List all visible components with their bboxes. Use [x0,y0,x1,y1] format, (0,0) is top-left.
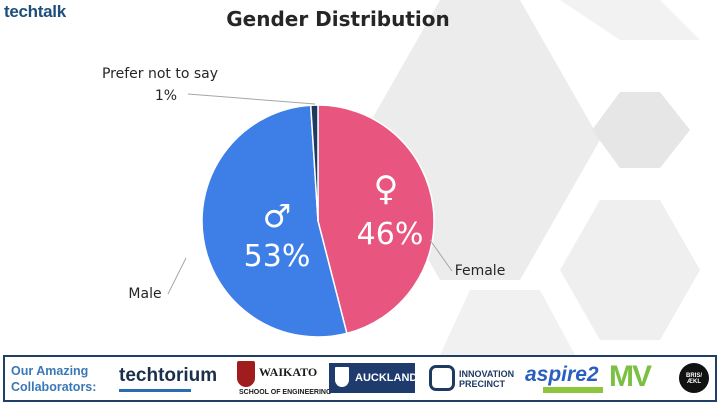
brisk-logo-text: BRIS/ÆKL [685,373,702,385]
brisk-logo-icon: BRIS/ÆKL [679,363,709,393]
sponsor-auckland: AUCKLAND [329,361,418,397]
newmarket-logo-text: INNOVATION PRECINCT [459,369,515,389]
sponsor-techtorium: techtorium [119,361,233,397]
female-symbol-icon: ♀ [374,169,399,209]
pie-slice-female [317,104,435,335]
collaborators-banner: Our Amazing Collaborators: techtorium WA… [3,355,717,402]
techtalk-logo: techtalk [4,2,66,21]
female-leader-line [429,239,453,272]
collaborators-label: Our Amazing Collaborators: [11,364,97,394]
auckland-logo-text: AUCKLAND [355,372,418,384]
prefer-not-value-label: 1% [155,88,177,104]
sponsor-brisk: BRIS/ÆKL [679,361,711,397]
pie-slice-male [201,104,348,338]
sponsor-aspire2: aspire2 [525,361,605,397]
male-leader-line [167,257,187,295]
newmarket-logo-icon [429,365,455,391]
female-value-label: 46% [357,217,424,252]
sponsor-mv: MV [609,361,669,397]
male-value-label: 53% [244,239,311,274]
prefer-not-category-label: Prefer not to say [102,66,218,82]
aspire2-logo: aspire2 [525,363,599,386]
hexagon-small-right [592,92,690,168]
female-category-label: Female [455,263,506,279]
pie-slice-prefer-not-to-say [309,104,319,222]
hexagon-bottom-center [440,290,575,355]
waikato-logo-text: WAIKATO [259,365,318,379]
mv-logo: MV [609,360,652,393]
sponsor-waikato: WAIKATO SCHOOL OF ENGINEERING [237,361,331,397]
male-category-label: Male [128,286,161,302]
male-symbol-icon: ♂ [263,197,292,235]
techtorium-underline [119,389,191,392]
auckland-crest-icon [335,367,349,387]
sponsor-newmarket: INNOVATION PRECINCT [429,361,521,397]
prefer-not-leader-line [187,93,316,105]
chart-title: Gender Distribution [226,7,450,31]
waikato-crest-icon [237,361,255,387]
waikato-subtext: SCHOOL OF ENGINEERING [239,389,332,396]
hexagon-top-right [560,0,700,40]
aspire2-underline [543,387,603,393]
pie-chart: ♂ 53% ♀ 46% Male Female Prefer not to say 1% [102,66,506,338]
techtorium-logo: techtorium [119,365,218,386]
hexagon-bottom-right [560,200,700,340]
